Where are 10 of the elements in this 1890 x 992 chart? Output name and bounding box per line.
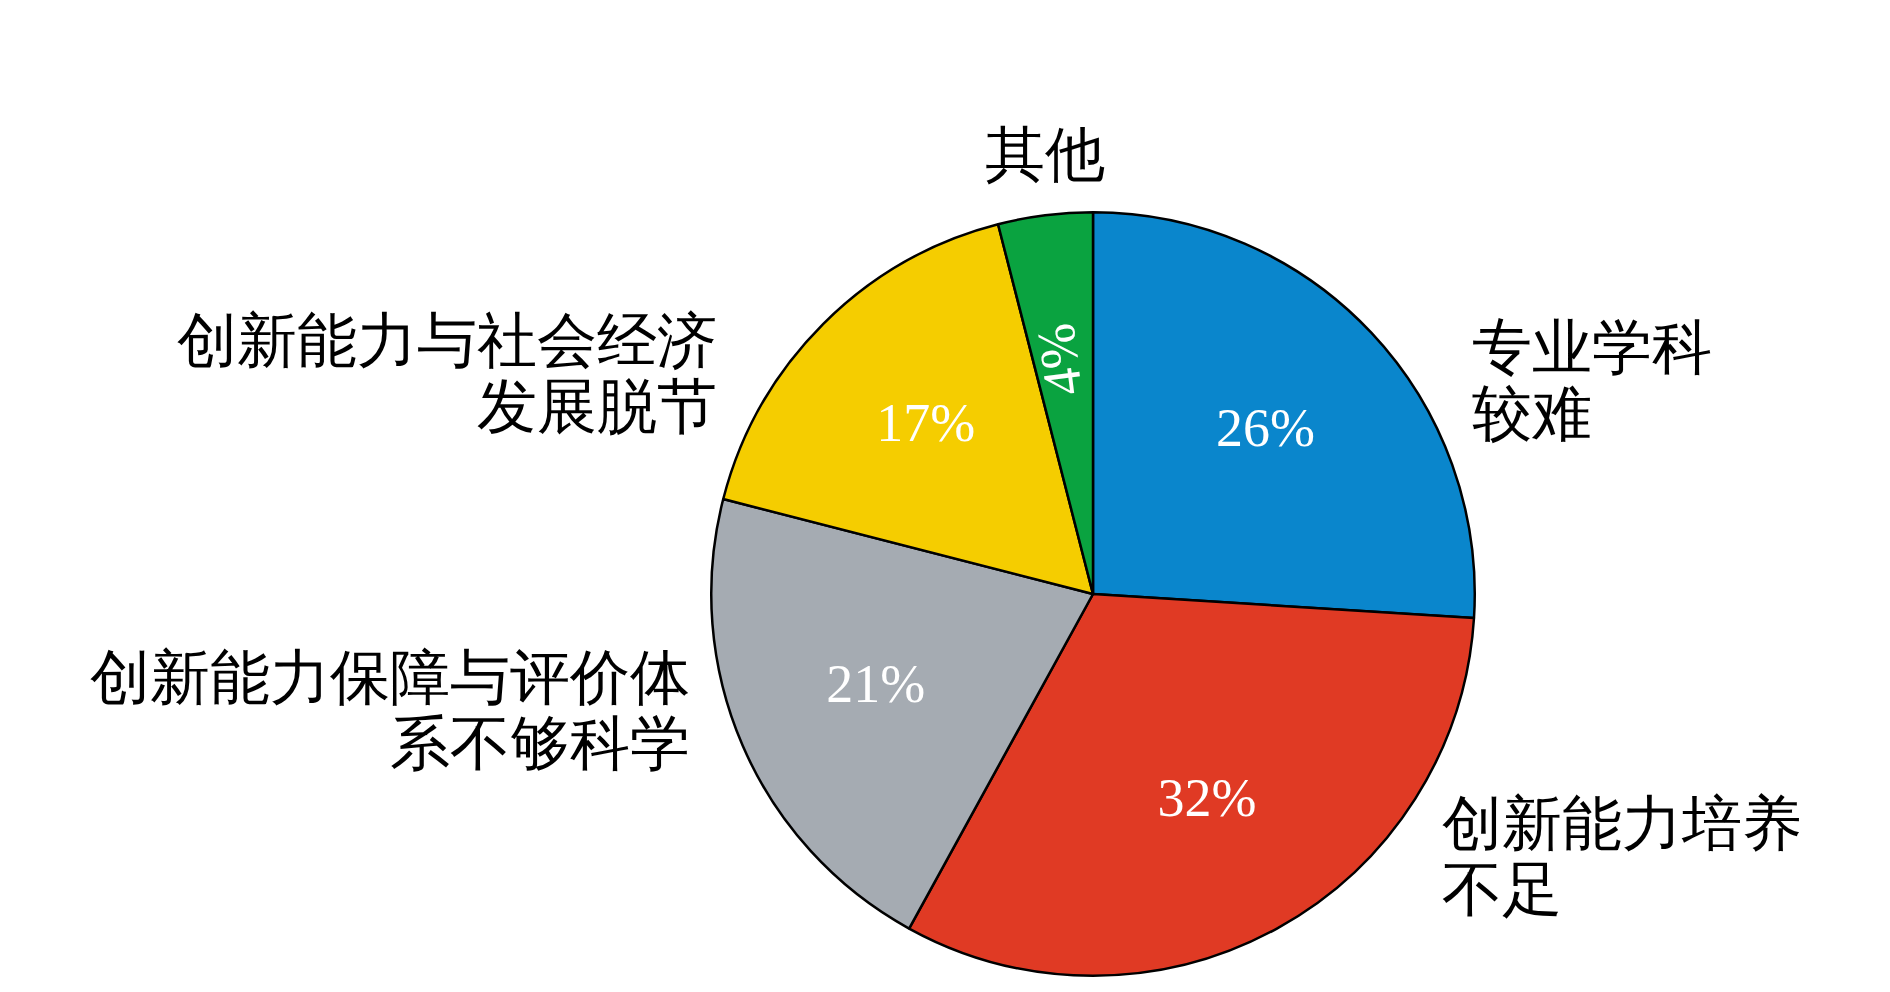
data-label: 17% <box>876 392 976 453</box>
slice-label: 创新能力与社会经济发展脱节 <box>176 304 717 441</box>
slice-label: 创新能力培养不足 <box>1442 788 1803 925</box>
slice-label: 专业学科较难 <box>1471 311 1712 448</box>
slice-label: 其他 <box>985 118 1106 189</box>
data-label: 32% <box>1157 767 1257 828</box>
data-label: 21% <box>826 654 926 715</box>
slice-label: 创新能力保障与评价体系不够科学 <box>90 641 691 778</box>
data-label: 4% <box>1025 320 1094 400</box>
data-label: 26% <box>1216 398 1316 459</box>
